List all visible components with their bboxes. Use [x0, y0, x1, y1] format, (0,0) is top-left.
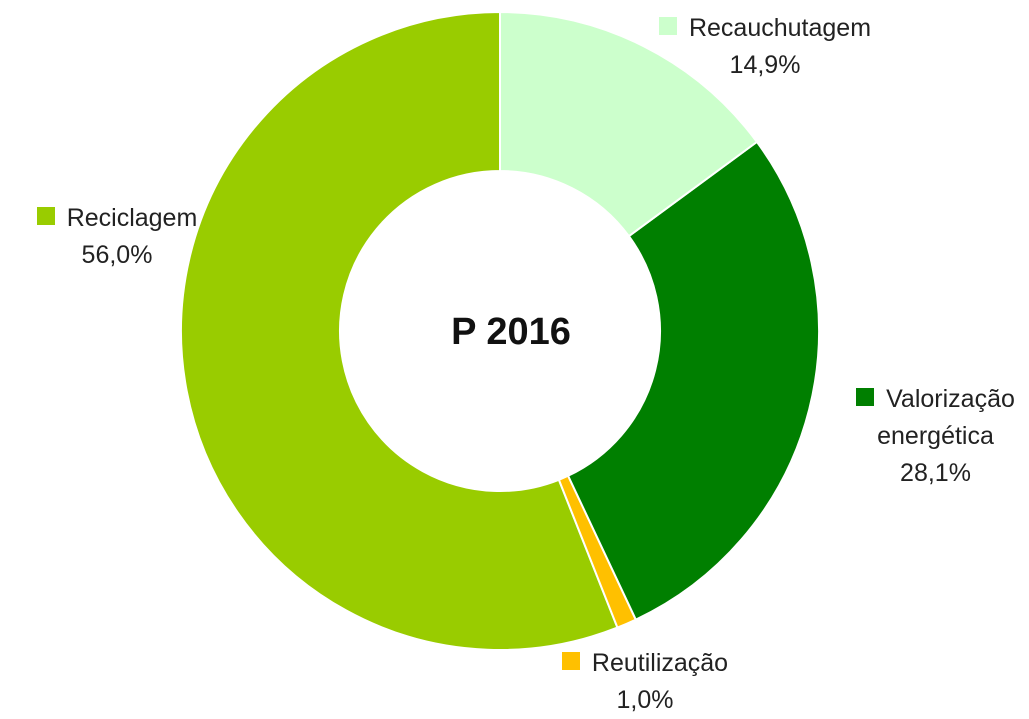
category-label: Recauchutagem — [688, 14, 872, 42]
slice — [499, 10, 759, 238]
legend-marker — [561, 652, 580, 670]
slice — [566, 140, 820, 621]
category-label: Reutilização — [591, 649, 729, 677]
data-label: Reciclagem 56,0% — [2, 200, 232, 274]
value-label: 14,9% — [729, 51, 801, 79]
category-label: Reciclagem — [66, 204, 198, 232]
legend-marker — [856, 388, 875, 406]
category-label: Valorização energética — [877, 385, 1015, 450]
legend-marker — [658, 17, 677, 35]
label-row: Reutilização — [530, 645, 760, 682]
data-label: Reutilização 1,0% — [530, 645, 760, 719]
label-row: Reciclagem — [2, 200, 232, 237]
label-row: Valorização energética — [838, 381, 1029, 455]
data-label: Recauchutagem 14,9% — [630, 10, 900, 84]
value-label: 1,0% — [616, 686, 674, 714]
data-label: Valorização energética 28,1% — [838, 381, 1029, 492]
value-label: 28,1% — [900, 459, 971, 487]
label-row: Recauchutagem — [630, 10, 900, 47]
chart-title: P 2016 — [451, 311, 571, 353]
slice — [180, 10, 619, 651]
legend-marker — [36, 207, 55, 225]
value-label: 56,0% — [81, 241, 153, 269]
